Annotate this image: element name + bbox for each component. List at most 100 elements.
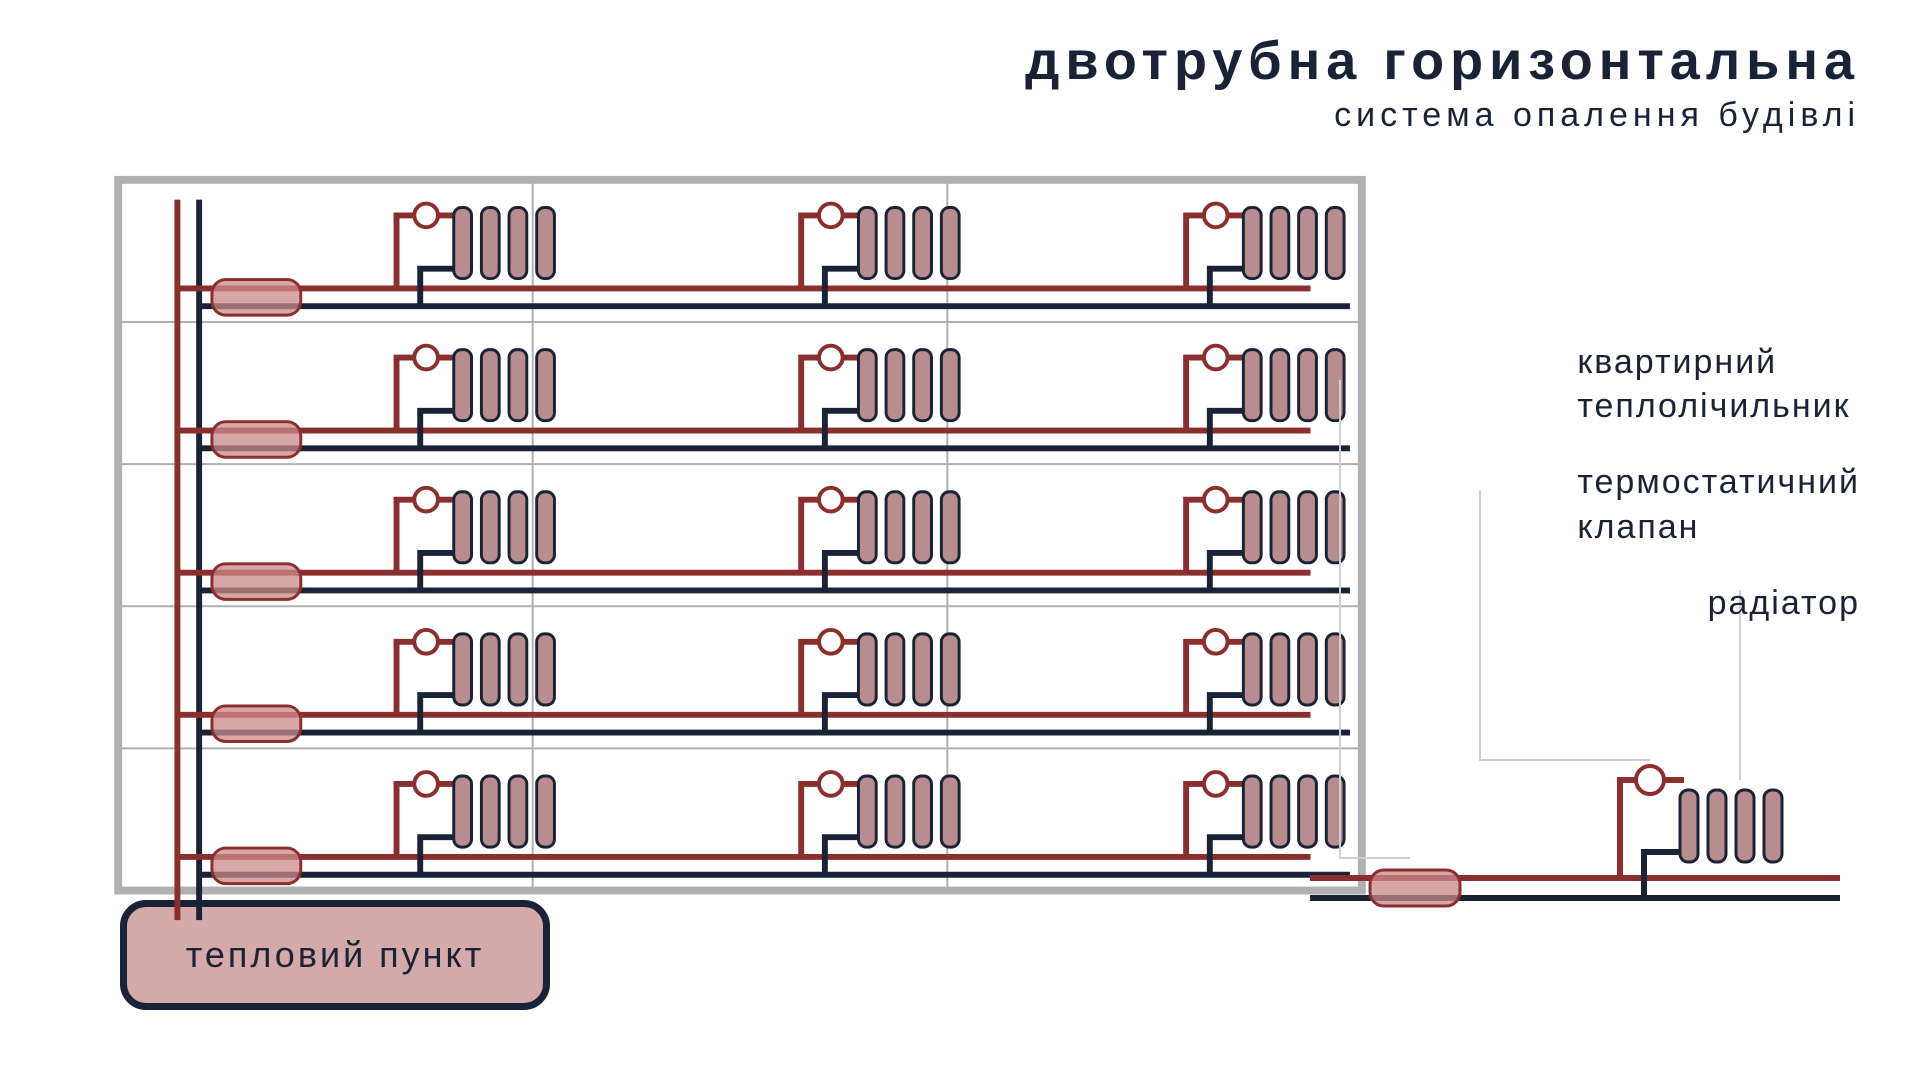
title-sub: система опалення будівлі: [1025, 96, 1860, 135]
thermostatic-valve-icon: [819, 488, 843, 512]
radiator-supply-branch: [397, 215, 415, 288]
radiator-bar: [858, 208, 876, 279]
thermostatic-valve-icon: [414, 630, 438, 654]
radiator-bar: [509, 208, 527, 279]
radiator-supply-branch: [1186, 642, 1204, 715]
heat-meter-icon: [212, 564, 301, 600]
heat-meter-icon: [212, 280, 301, 316]
radiator-bar: [509, 492, 527, 563]
radiator-bar: [914, 634, 932, 705]
main-diagram: [100, 170, 1380, 930]
radiator-bar: [914, 350, 932, 421]
radiator-bar: [941, 634, 959, 705]
thermostatic-valve-icon: [819, 204, 843, 228]
thermostatic-valve-icon: [1204, 204, 1228, 228]
radiator-bar: [1271, 350, 1289, 421]
thermostatic-valve-icon: [819, 346, 843, 370]
radiator-bar: [481, 208, 499, 279]
title-main: двотрубна горизонтальна: [1025, 30, 1860, 92]
thermostatic-valve-icon: [1204, 346, 1228, 370]
radiator-supply-branch: [1186, 215, 1204, 288]
radiator-bar: [941, 350, 959, 421]
legend-label-radiator: радіатор: [1577, 581, 1860, 625]
legend-supply-branch: [1620, 780, 1638, 878]
radiator-bar: [509, 776, 527, 847]
radiator-bar: [914, 208, 932, 279]
radiator-supply-branch: [1186, 358, 1204, 431]
radiator-supply-branch: [801, 500, 819, 573]
thermostatic-valve-icon: [414, 346, 438, 370]
radiator-bar: [941, 208, 959, 279]
radiator-bar: [537, 350, 555, 421]
radiator-bar: [886, 634, 904, 705]
radiator-bar: [1271, 776, 1289, 847]
radiator-supply-branch: [397, 784, 415, 857]
thermostatic-valve-icon: [1204, 630, 1228, 654]
radiator-bar: [537, 776, 555, 847]
radiator-bar: [914, 492, 932, 563]
radiator-bar: [1243, 492, 1261, 563]
radiator-supply-branch: [1186, 500, 1204, 573]
radiator-bar: [454, 776, 472, 847]
radiator-bar: [858, 350, 876, 421]
radiator-bar: [1708, 790, 1726, 862]
heat-point-label: тепловий пункт: [186, 934, 484, 976]
radiator-bar: [481, 634, 499, 705]
radiator-supply-branch: [801, 215, 819, 288]
thermostatic-valve-icon: [1204, 488, 1228, 512]
title-block: двотрубна горизонтальна система опалення…: [1025, 30, 1860, 135]
radiator-bar: [1680, 790, 1698, 862]
radiator-bar: [886, 208, 904, 279]
thermostatic-valve-icon: [1204, 772, 1228, 796]
radiator-bar: [941, 776, 959, 847]
radiator-supply-branch: [801, 358, 819, 431]
radiator-bar: [1271, 492, 1289, 563]
thermostatic-valve-icon: [414, 488, 438, 512]
radiator-bar: [886, 776, 904, 847]
radiator-bar: [481, 350, 499, 421]
thermostatic-valve-icon: [414, 204, 438, 228]
legend-labels: квартирнийтеплолічильниктермостатичнийкл…: [1577, 340, 1860, 657]
radiator-bar: [481, 776, 499, 847]
radiator-bar: [1271, 634, 1289, 705]
radiator-bar: [1243, 208, 1261, 279]
radiator-bar: [1243, 350, 1261, 421]
radiator-bar: [454, 350, 472, 421]
radiator-supply-branch: [397, 358, 415, 431]
radiator-bar: [537, 208, 555, 279]
radiator-bar: [941, 492, 959, 563]
radiator-bar: [1243, 776, 1261, 847]
radiator-bar: [1326, 208, 1344, 279]
radiator-bar: [886, 350, 904, 421]
thermostatic-valve-icon: [414, 772, 438, 796]
heat-meter-icon: [212, 706, 301, 742]
radiator-bar: [858, 492, 876, 563]
radiator-supply-branch: [801, 642, 819, 715]
radiator-bar: [537, 634, 555, 705]
legend-leader-meter: [1340, 380, 1410, 858]
radiator-supply-branch: [1186, 784, 1204, 857]
radiator-bar: [1736, 790, 1754, 862]
heat-meter-icon: [212, 422, 301, 458]
radiator-bar: [454, 634, 472, 705]
thermostatic-valve-icon: [819, 772, 843, 796]
radiator-bar: [454, 492, 472, 563]
radiator-bar: [1271, 208, 1289, 279]
radiator-supply-branch: [801, 784, 819, 857]
radiator-bar: [914, 776, 932, 847]
radiator-bar: [1299, 208, 1317, 279]
thermostatic-valve-icon: [819, 630, 843, 654]
heat-meter-icon: [1370, 870, 1460, 906]
radiator-bar: [1764, 790, 1782, 862]
legend-label-valve: термостатичнийклапан: [1577, 460, 1860, 548]
heat-meter-icon: [212, 848, 301, 884]
radiator-bar: [858, 776, 876, 847]
radiator-bar: [858, 634, 876, 705]
radiator-bar: [509, 350, 527, 421]
radiator-bar: [454, 208, 472, 279]
radiator-bar: [1243, 634, 1261, 705]
thermostatic-valve-icon: [1636, 766, 1664, 794]
radiator-bar: [481, 492, 499, 563]
radiator-supply-branch: [397, 500, 415, 573]
radiator-bar: [537, 492, 555, 563]
